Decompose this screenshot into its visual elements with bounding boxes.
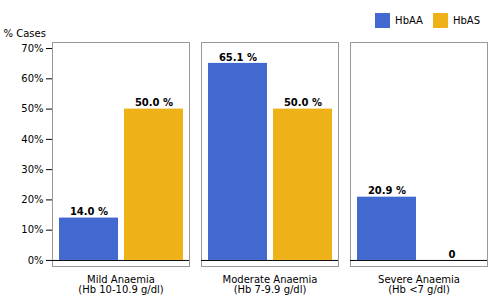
svg-text:% Cases: % Cases: [4, 28, 46, 39]
html-text:HbAA: HbAA: [395, 15, 423, 26]
svg-text:14.0 %: 14.0 %: [70, 206, 108, 217]
svg-text:10%: 10%: [21, 224, 43, 235]
svg-text:0: 0: [449, 249, 456, 260]
svg-text:30%: 30%: [21, 164, 43, 175]
svg-text:50.0 %: 50.0 %: [284, 97, 322, 108]
svg-text:70%: 70%: [21, 43, 43, 54]
svg-text:20%: 20%: [21, 194, 43, 205]
svg-text:0%: 0%: [28, 255, 44, 266]
svg-text:50.0 %: 50.0 %: [135, 97, 173, 108]
html-text:HbAS: HbAS: [452, 15, 480, 26]
svg-text:65.1 %: 65.1 %: [219, 52, 257, 63]
svg-text:20.9 %: 20.9 %: [368, 185, 406, 196]
svg-text:Severe Anaemia(Hb <7 g/dl): Severe Anaemia(Hb <7 g/dl): [378, 274, 460, 295]
svg-text:60%: 60%: [21, 73, 43, 84]
svg-text:Mild Anaemia(Hb 10-10.9 g/dl): Mild Anaemia(Hb 10-10.9 g/dl): [78, 274, 164, 295]
svg-text:50%: 50%: [21, 103, 43, 114]
svg-text:Moderate Anaemia(Hb 7-9.9 g/dl: Moderate Anaemia(Hb 7-9.9 g/dl): [223, 274, 318, 295]
svg-text:40%: 40%: [21, 134, 43, 145]
